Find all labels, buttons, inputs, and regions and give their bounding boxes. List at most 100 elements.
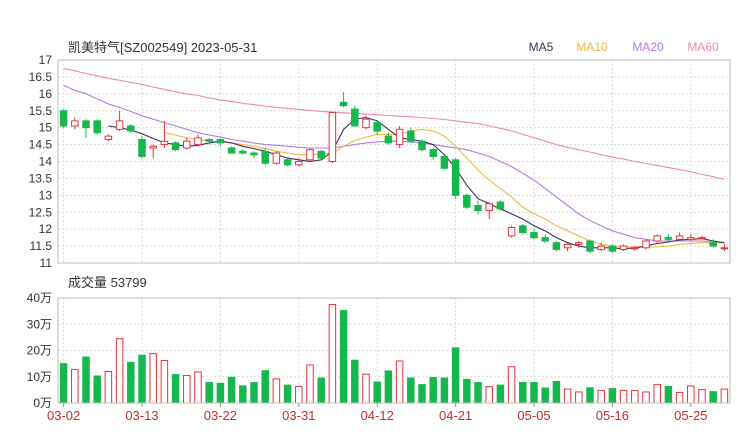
candle	[485, 202, 493, 220]
candle-body	[631, 247, 639, 250]
volume-bar	[597, 389, 605, 404]
candle-body	[709, 242, 717, 247]
candle	[619, 244, 628, 252]
candle-body	[687, 237, 695, 240]
price-y-tick: 17	[39, 53, 53, 67]
volume-y-tick: 30万	[27, 317, 52, 331]
volume-bar	[451, 347, 460, 404]
candle	[586, 239, 594, 253]
candle	[664, 234, 673, 242]
price-y-tick: 12	[39, 222, 53, 236]
candle-body	[205, 139, 213, 142]
candle	[407, 127, 415, 143]
volume-bar	[507, 366, 516, 404]
date-x-axis: 03-02 03-13 03-22 03-31 04-12 04-21 05-05 05-16…	[47, 403, 707, 423]
candle-body	[384, 135, 393, 144]
volume-bar	[395, 360, 404, 404]
volume-y-tick: 10万	[27, 370, 52, 384]
candle-body	[463, 194, 471, 208]
candle-body	[586, 240, 594, 252]
volume-bar	[653, 384, 661, 404]
candle	[496, 200, 505, 211]
volume-panel-frame	[57, 297, 731, 404]
candle-body	[373, 122, 381, 132]
candle-body	[160, 140, 169, 146]
price-grid	[58, 59, 730, 403]
volume-bar	[552, 380, 561, 404]
legend-ma20: MA20	[632, 40, 664, 54]
candle-body	[507, 226, 516, 237]
price-y-tick: 11.5	[30, 239, 53, 253]
volume-bar	[563, 388, 572, 404]
candle-body	[261, 150, 269, 164]
price-panel-frame	[57, 59, 731, 264]
volume-bar	[93, 375, 101, 404]
ma20-line	[63, 84, 725, 244]
candle	[552, 241, 561, 252]
candle-body	[474, 204, 482, 212]
volume-bar	[496, 384, 505, 404]
candle	[328, 111, 337, 164]
candle	[115, 110, 124, 132]
volume-bar	[261, 370, 269, 404]
candle	[127, 124, 135, 133]
candle-body	[541, 237, 549, 242]
legend-ma60: MA60	[687, 40, 719, 54]
volume-bar	[485, 386, 493, 404]
candle-body	[362, 118, 370, 129]
volume-bar	[71, 368, 79, 404]
volume-bar	[115, 338, 124, 404]
candle-body	[306, 149, 314, 161]
legend-ma10: MA10	[576, 40, 608, 54]
x-tick-label: 04-12	[361, 408, 394, 423]
candle	[631, 246, 639, 252]
candle	[149, 144, 157, 159]
volume-bar	[642, 391, 650, 404]
candle	[183, 137, 191, 150]
moving-average-lines	[63, 67, 725, 250]
candle-body	[183, 140, 191, 149]
candle	[418, 139, 426, 152]
candle	[160, 120, 169, 148]
candle	[216, 137, 225, 147]
x-tick-label: 04-21	[439, 408, 472, 423]
candle	[384, 132, 393, 145]
volume-bar	[183, 374, 191, 404]
candle-body	[451, 159, 460, 196]
candle	[642, 239, 650, 250]
price-y-tick: 13.5	[29, 171, 53, 185]
candle	[171, 141, 180, 152]
price-y-axis: 17 16.5 16 15.5 15 14.5 14 13.5 13 12.5 12 11.5 11	[29, 53, 53, 270]
candle-body	[93, 120, 101, 134]
candle-body	[283, 159, 292, 166]
volume-y-axis: 40万 30万 20万 10万 0万	[27, 291, 52, 410]
volume-bar	[373, 381, 381, 404]
candle	[82, 119, 90, 138]
candle-body	[418, 140, 426, 151]
volume-bar	[205, 382, 213, 404]
candle	[194, 134, 202, 147]
volume-bar	[429, 377, 437, 404]
volume-y-tick: 40万	[27, 291, 52, 305]
volume-bar	[709, 391, 717, 404]
candle-body	[608, 245, 617, 252]
volume-bar	[407, 377, 415, 404]
candle	[474, 200, 482, 214]
volume-y-tick: 0万	[33, 396, 52, 410]
candle-body	[328, 111, 337, 162]
volume-bar	[227, 376, 236, 404]
volume-bar	[418, 384, 426, 404]
candle-body	[642, 240, 650, 249]
candle	[575, 241, 583, 248]
candle	[261, 147, 269, 165]
volume-bar	[171, 374, 180, 404]
candle-body	[317, 150, 325, 159]
candle	[59, 109, 68, 128]
candle	[597, 242, 605, 252]
candle	[563, 242, 572, 252]
volume-bar	[631, 389, 639, 404]
candle-body	[239, 150, 247, 154]
candle-body	[519, 225, 527, 234]
candle	[675, 232, 684, 242]
